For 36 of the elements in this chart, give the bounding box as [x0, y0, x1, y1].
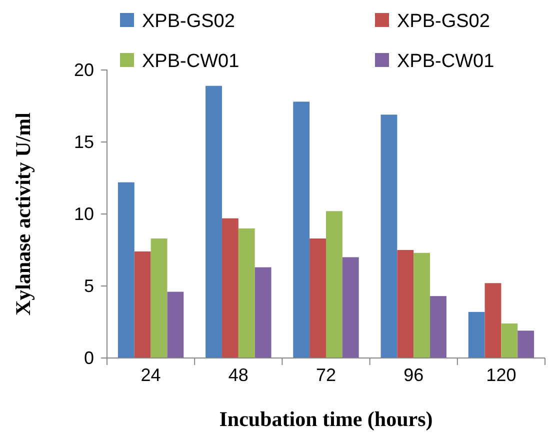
bar	[118, 182, 134, 358]
bar	[134, 251, 151, 358]
bar	[414, 252, 430, 358]
bar	[501, 323, 518, 358]
y-tick-label: 0	[84, 348, 94, 368]
bar	[222, 218, 238, 358]
bar	[310, 238, 326, 358]
x-tick-label: 96	[404, 364, 424, 385]
bar	[484, 283, 502, 358]
bar	[150, 238, 168, 358]
legend-label: XPB-CW01	[397, 51, 494, 72]
bar	[380, 114, 398, 358]
bar	[342, 257, 359, 358]
x-tick-label: 48	[228, 364, 248, 385]
bar	[293, 102, 310, 358]
bar	[518, 330, 534, 358]
bar	[206, 86, 222, 358]
bar	[254, 267, 272, 358]
y-tick-label: 20	[74, 60, 94, 80]
x-axis-title: Incubation time (hours)	[219, 407, 433, 431]
y-tick-label: 15	[74, 132, 94, 152]
bar	[167, 292, 184, 358]
legend-label: XPB-GS02	[397, 11, 490, 32]
bar	[468, 312, 485, 358]
legend-label: XPB-GS02	[142, 11, 235, 32]
bar	[397, 250, 414, 358]
y-tick-label: 5	[84, 276, 94, 296]
bar	[430, 296, 446, 358]
x-tick-label: 24	[140, 364, 161, 385]
x-tick-label: 120	[486, 364, 516, 385]
y-tick-label: 10	[74, 204, 94, 224]
legend-label: XPB-CW01	[142, 51, 240, 72]
y-axis-title: Xylanase activity U/ml	[11, 112, 35, 316]
bar	[326, 211, 342, 358]
x-tick-label: 72	[316, 364, 336, 385]
bar	[238, 228, 255, 358]
